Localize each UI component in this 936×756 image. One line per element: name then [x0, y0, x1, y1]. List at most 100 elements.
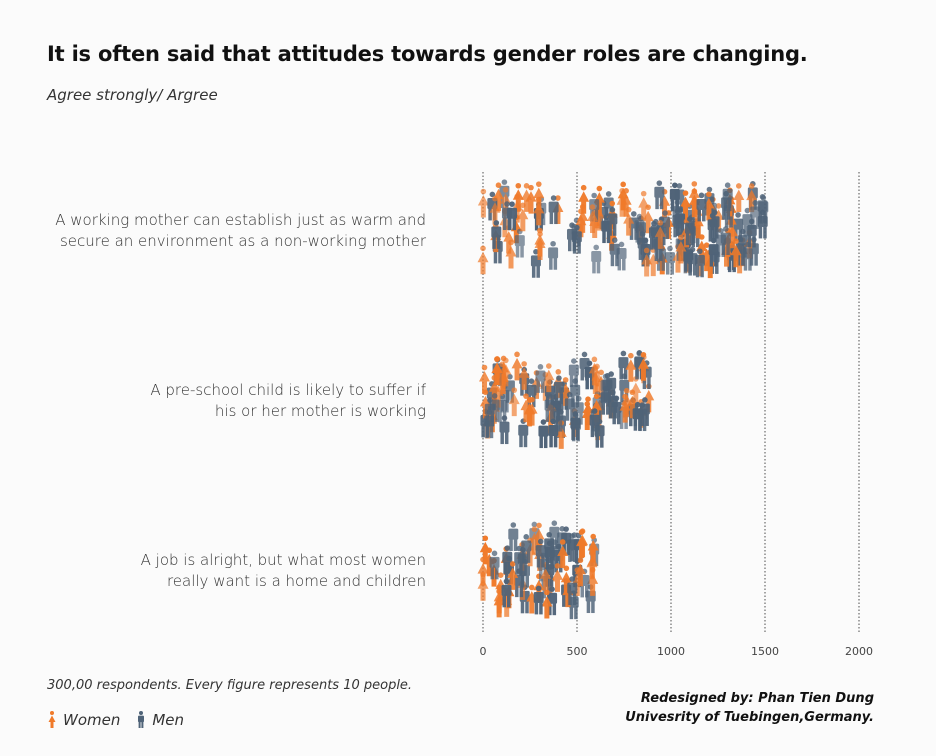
woman-figure-mark — [637, 351, 649, 381]
woman-figure-mark — [675, 234, 687, 264]
woman-figure-mark — [574, 557, 586, 587]
category-label-0: A working mother can establish just as w… — [26, 210, 426, 252]
woman-figure-mark — [511, 193, 523, 223]
x-tick-label: 1500 — [751, 645, 779, 658]
chart-title: It is often said that attitudes towards … — [47, 42, 808, 66]
category-label-0-line-1: A working mother can establish just as w… — [55, 211, 426, 229]
man-figure-mark — [547, 586, 558, 616]
woman-figure-mark — [533, 196, 545, 226]
man-figure-mark — [568, 358, 579, 388]
man-figure-mark — [696, 192, 707, 222]
woman-figure-mark — [591, 363, 603, 393]
woman-figure-mark — [593, 185, 605, 215]
category-label-2-line-1: A job is alright, but what most women — [140, 551, 426, 569]
man-figure-mark — [508, 522, 519, 551]
man-figure-mark — [567, 576, 578, 606]
credit-line-2: Univesrity of Tuebingen,Germany. — [625, 710, 874, 725]
man-figure-mark — [535, 364, 546, 393]
man-figure-mark — [549, 520, 560, 550]
man-figure-mark — [607, 389, 618, 419]
man-figure-mark — [544, 393, 555, 423]
woman-figure-mark — [518, 361, 530, 390]
woman-figure-mark — [733, 183, 745, 212]
man-figure-mark — [600, 385, 611, 415]
man-figure-mark — [687, 246, 698, 276]
man-figure-mark — [489, 550, 500, 580]
chart-subtitle: Agree strongly/ Argree — [47, 86, 218, 104]
woman-figure-mark — [543, 363, 555, 393]
category-label-1-line-2: his or her mother is working — [214, 402, 426, 420]
woman-figure-mark — [508, 387, 520, 417]
x-tick-label: 500 — [567, 645, 588, 658]
man-figure-mark — [514, 545, 525, 575]
category-label-1: A pre-school child is likely to suffer i… — [26, 380, 426, 422]
woman-figure-mark — [587, 533, 599, 563]
woman-figure-mark — [582, 396, 594, 426]
man-figure-mark — [518, 418, 529, 448]
chart-plot-area: 0 500 1000 1500 2000 — [477, 172, 874, 658]
man-figure-mark — [571, 224, 582, 254]
woman-figure-mark — [511, 351, 523, 381]
woman-figure-mark — [493, 588, 505, 618]
woman-figure-mark — [489, 195, 501, 225]
category-label-2: A job is alright, but what most women re… — [26, 550, 426, 592]
man-figure-mark — [548, 195, 559, 225]
man-figure-mark — [501, 578, 512, 608]
woman-figure-mark — [577, 204, 589, 233]
woman-figure-mark — [551, 563, 563, 592]
legend-item-men: Men — [136, 711, 184, 729]
man-figure-icon — [138, 711, 145, 728]
category-label-1-line-1: A pre-school child is likely to suffer i… — [150, 381, 426, 399]
category-label-0-line-2: secure an environment as a non-working m… — [59, 232, 426, 250]
man-figure-mark — [669, 182, 680, 212]
woman-figure-mark — [616, 187, 628, 217]
figure-marks — [477, 179, 769, 620]
woman-figure-mark — [625, 352, 637, 382]
woman-figure-mark — [479, 535, 491, 565]
man-figure-mark — [632, 401, 643, 431]
man-figure-mark — [720, 226, 731, 256]
man-figure-mark — [569, 532, 580, 562]
man-figure-mark — [664, 245, 675, 275]
woman-figure-mark — [638, 190, 650, 220]
credit: Redesigned by: Phan Tien Dung Univesrity… — [625, 689, 874, 727]
footnote: 300,00 respondents. Every figure represe… — [47, 678, 413, 693]
woman-figure-mark — [541, 589, 553, 619]
woman-figure-mark — [680, 190, 692, 220]
x-axis-ticks: 0 500 1000 1500 2000 — [480, 645, 874, 658]
woman-figure-mark — [623, 206, 635, 236]
woman-figure-mark — [557, 539, 569, 568]
legend: Women Men — [47, 711, 194, 729]
category-label-2-line-2: really want is a home and children — [166, 572, 426, 590]
man-figure-mark — [535, 538, 546, 568]
man-figure-mark — [548, 240, 559, 270]
woman-figure-mark — [641, 247, 653, 277]
woman-figure-mark — [492, 182, 504, 212]
man-figure-mark — [489, 393, 500, 422]
man-figure-mark — [544, 540, 555, 570]
man-figure-mark — [521, 534, 532, 563]
man-figure-mark — [579, 351, 590, 381]
woman-figure-mark — [491, 356, 503, 385]
woman-figure-mark — [578, 184, 590, 214]
woman-figure-mark — [505, 239, 517, 269]
man-figure-mark — [721, 190, 732, 220]
man-figure-mark — [591, 244, 602, 274]
man-figure-mark — [553, 375, 564, 405]
woman-figure-icon — [48, 711, 56, 728]
man-figure-mark — [750, 200, 761, 229]
x-tick-label: 1000 — [657, 645, 685, 658]
man-figure-mark — [618, 350, 629, 380]
x-tick-label: 0 — [480, 645, 487, 658]
man-figure-mark — [742, 241, 753, 271]
woman-figure-mark — [730, 238, 742, 268]
man-figure-mark — [607, 206, 618, 236]
woman-figure-mark — [746, 183, 758, 213]
man-figure-mark — [654, 180, 665, 210]
man-figure-mark — [491, 220, 502, 249]
woman-figure-mark — [534, 227, 546, 257]
woman-figure-mark — [520, 393, 532, 423]
woman-figure-mark — [619, 393, 631, 423]
man-figure-mark — [553, 402, 564, 432]
woman-figure-mark — [587, 204, 599, 234]
